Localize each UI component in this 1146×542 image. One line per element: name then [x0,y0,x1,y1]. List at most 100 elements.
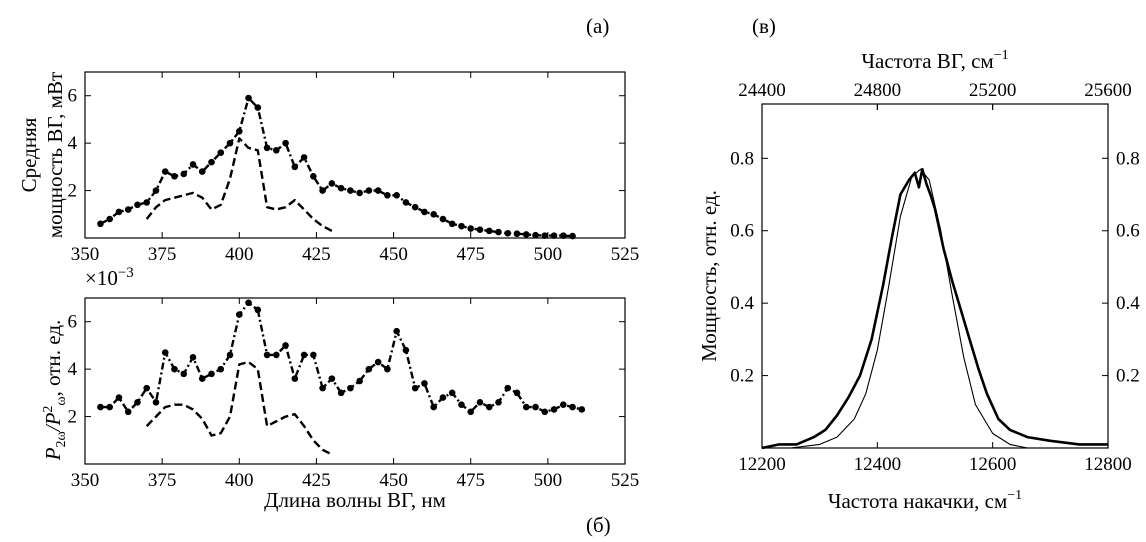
top-x-tick-label: 24800 [854,80,902,101]
data-point [458,222,465,230]
panel-c-frame [761,103,1109,449]
data-point [97,220,104,228]
data-point [569,403,576,411]
data-point [384,365,391,373]
y-tick-label-right: 0.2 [1116,366,1140,387]
data-point [393,192,400,199]
panel-a-series [97,94,576,240]
data-point [217,149,225,156]
series-line-2 [761,167,1108,450]
data-point [97,403,104,411]
panel-a-ylabel-line2: мощность ВГ, мВт [43,72,67,238]
y-tick-label: 0.6 [730,221,754,242]
data-point [300,154,308,161]
data-point [513,389,521,397]
data-point [106,215,113,223]
x-tick-label: 450 [379,470,408,491]
x-tick-label: 400 [225,470,254,491]
series-line-2 [145,137,333,232]
data-point [180,170,188,178]
data-point [569,232,576,240]
panel-b-ylabel: P2ω/P2ω, отн. ед. [41,320,69,462]
x-tick-label: 525 [611,244,640,265]
panel-b-xlabel: Длина волны ВГ, нм [264,488,446,512]
data-point [245,299,252,307]
data-point [235,127,243,135]
panel-c-x-ticks: 12200 12400 12600 12800 [738,104,1132,475]
data-point [319,384,326,392]
data-point [291,375,299,382]
data-point [430,403,437,411]
x-tick-label: 450 [379,244,408,265]
x-tick-label: 12600 [969,454,1017,475]
top-x-tick-label: 24400 [738,80,786,101]
data-point [235,311,243,318]
x-tick-label: 12800 [1084,454,1132,475]
y-tick-label: 2 [68,407,78,428]
data-point [319,187,326,194]
panel-b-frame [84,297,626,465]
panel-a-y-ticks: 2 4 6 [68,86,625,202]
panel-c-y-ticks: 0.2 0.2 0.4 0.4 0.6 0.6 0.8 0.8 [730,148,1140,386]
data-point [291,163,299,171]
y-tick-label: 6 [68,312,78,333]
x-tick-label: 350 [71,244,100,265]
data-point [485,227,493,235]
data-point [106,403,113,411]
y-tick-label-right: 0.6 [1116,221,1140,242]
x-tick-label: 475 [456,244,485,265]
x-tick-label: 350 [71,470,100,491]
data-point [448,389,456,397]
panel-b-x-ticks: 350 375 400 425 450 475 500 525 [71,298,639,491]
x-tick-label: 500 [534,244,563,265]
series-line-1 [99,96,573,238]
y-tick-label: 0.2 [730,366,754,387]
data-point [467,225,475,232]
data-point [458,401,465,409]
panel-b-scale-factor: ×10−3 [85,265,134,290]
panel-b-y-ticks: 2 4 6 [68,312,625,428]
panel-a-label: (а) [586,14,609,38]
data-point [245,94,252,102]
data-point [337,184,345,192]
y-tick-label: 6 [68,86,78,107]
data-point [476,399,484,406]
data-point [374,358,382,366]
data-point [522,403,530,411]
data-point [402,199,410,206]
data-point [356,377,363,385]
panel-c-chart: (в) Частота ВГ, см−1 12200 12400 12600 1280… [697,14,1140,513]
data-point [467,408,475,416]
data-point [402,346,410,354]
data-point [263,351,271,359]
x-tick-label: 375 [148,470,177,491]
data-point [485,403,493,411]
data-point [273,146,280,154]
data-point [559,232,567,239]
data-point [337,389,345,397]
data-point [504,384,512,392]
data-point [541,408,549,416]
top-x-tick-label: 25600 [1084,80,1132,101]
data-point [532,403,539,411]
y-tick-label: 2 [68,181,78,202]
data-point [347,187,354,194]
x-tick-label: 475 [456,470,485,491]
y-tick-label: 0.8 [730,148,754,169]
data-point [189,161,197,168]
data-point [476,226,484,233]
panel-b-chart: ×10−3 350 375 400 425 450 475 500 525 2 4 6 P2ω/P… [41,265,639,537]
panel-a-chart: (а) 350 375 400 425 450 475 500 525 2 4 6 Средняя… [17,14,639,265]
data-point [310,351,317,359]
data-point [439,394,447,401]
y-tick-label: 0.4 [730,293,754,314]
x-tick-label: 425 [302,470,331,491]
panel-b-label: (б) [586,513,611,537]
data-point [328,180,336,187]
data-point [393,327,400,335]
x-tick-label: 375 [148,244,177,265]
data-point [152,187,160,194]
top-x-tick-label: 25200 [969,80,1017,101]
data-point [226,139,234,147]
data-point [171,365,178,373]
